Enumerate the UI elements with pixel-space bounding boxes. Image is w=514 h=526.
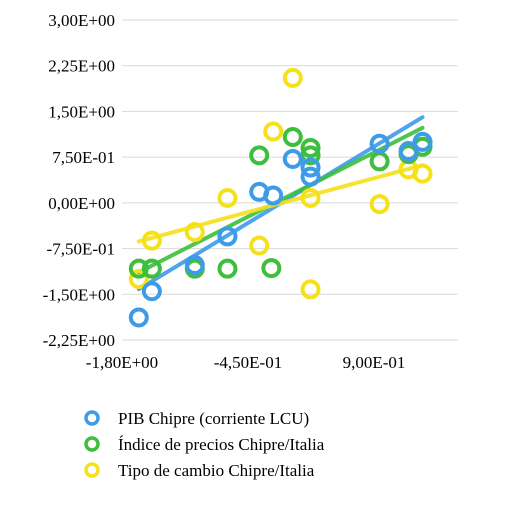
y-tick-label: 0,00E+00: [48, 194, 115, 213]
data-point-series-2: [282, 67, 303, 88]
y-tick-label: 3,00E+00: [48, 11, 115, 30]
x-tick-label: -1,80E+00: [86, 353, 158, 372]
y-tick-label: 2,25E+00: [48, 57, 115, 76]
data-point-series-0: [217, 226, 238, 247]
data-points: [128, 67, 433, 328]
data-point-series-1: [141, 258, 162, 279]
data-point-series-2: [141, 230, 162, 251]
data-point-series-0: [263, 185, 284, 206]
data-point-series-0: [300, 157, 321, 178]
data-point-series-0: [300, 166, 321, 187]
y-tick-label: -1,50E+00: [43, 285, 115, 304]
legend-label: Tipo de cambio Chipre/Italia: [118, 461, 315, 480]
data-point-series-1: [300, 138, 321, 158]
legend-marker: [84, 410, 100, 426]
data-point-series-0: [398, 141, 419, 162]
legend: PIB Chipre (corriente LCU) Índice de prec…: [84, 409, 325, 480]
data-point-series-0: [412, 131, 433, 152]
data-point-series-0: [184, 255, 205, 276]
y-tick-label: -2,25E+00: [43, 331, 115, 350]
data-point-series-2: [300, 279, 321, 300]
legend-label: Índice de precios Chipre/Italia: [118, 435, 325, 454]
x-axis-tick-labels: -1,80E+00 -4,50E-01 9,00E-01: [86, 353, 406, 372]
data-point-series-2: [263, 121, 284, 142]
data-point-series-1: [369, 151, 390, 172]
data-point-series-0: [141, 281, 162, 302]
y-tick-label: 1,50E+00: [48, 102, 115, 121]
x-tick-label: 9,00E-01: [343, 353, 406, 372]
data-point-series-2: [184, 222, 205, 243]
data-point-series-1: [249, 145, 270, 166]
gridlines: [122, 19, 458, 341]
data-point-series-0: [369, 133, 390, 154]
data-point-series-1: [300, 145, 321, 166]
legend-marker: [84, 436, 100, 452]
data-point-series-2: [412, 163, 433, 184]
data-point-series-0: [128, 307, 149, 328]
data-point-series-2: [217, 187, 238, 208]
data-point-series-2: [249, 235, 270, 256]
legend-label: PIB Chipre (corriente LCU): [118, 409, 309, 428]
x-tick-label: -4,50E-01: [214, 353, 282, 372]
data-point-series-1: [217, 258, 238, 279]
y-axis-tick-labels: 3,00E+00 2,25E+00 1,50E+00 7,50E-01 0,00E+00…: [43, 11, 115, 350]
data-point-series-1: [261, 258, 282, 279]
data-point-series-1: [128, 258, 149, 279]
y-tick-label: 7,50E-01: [52, 148, 115, 167]
data-point-series-2: [128, 269, 149, 290]
data-point-series-2: [369, 194, 390, 215]
y-tick-label: -7,50E-01: [47, 240, 115, 259]
legend-marker: [84, 462, 100, 478]
data-point-series-1: [282, 127, 303, 148]
data-point-series-2: [300, 187, 321, 208]
data-point-series-0: [282, 148, 303, 169]
